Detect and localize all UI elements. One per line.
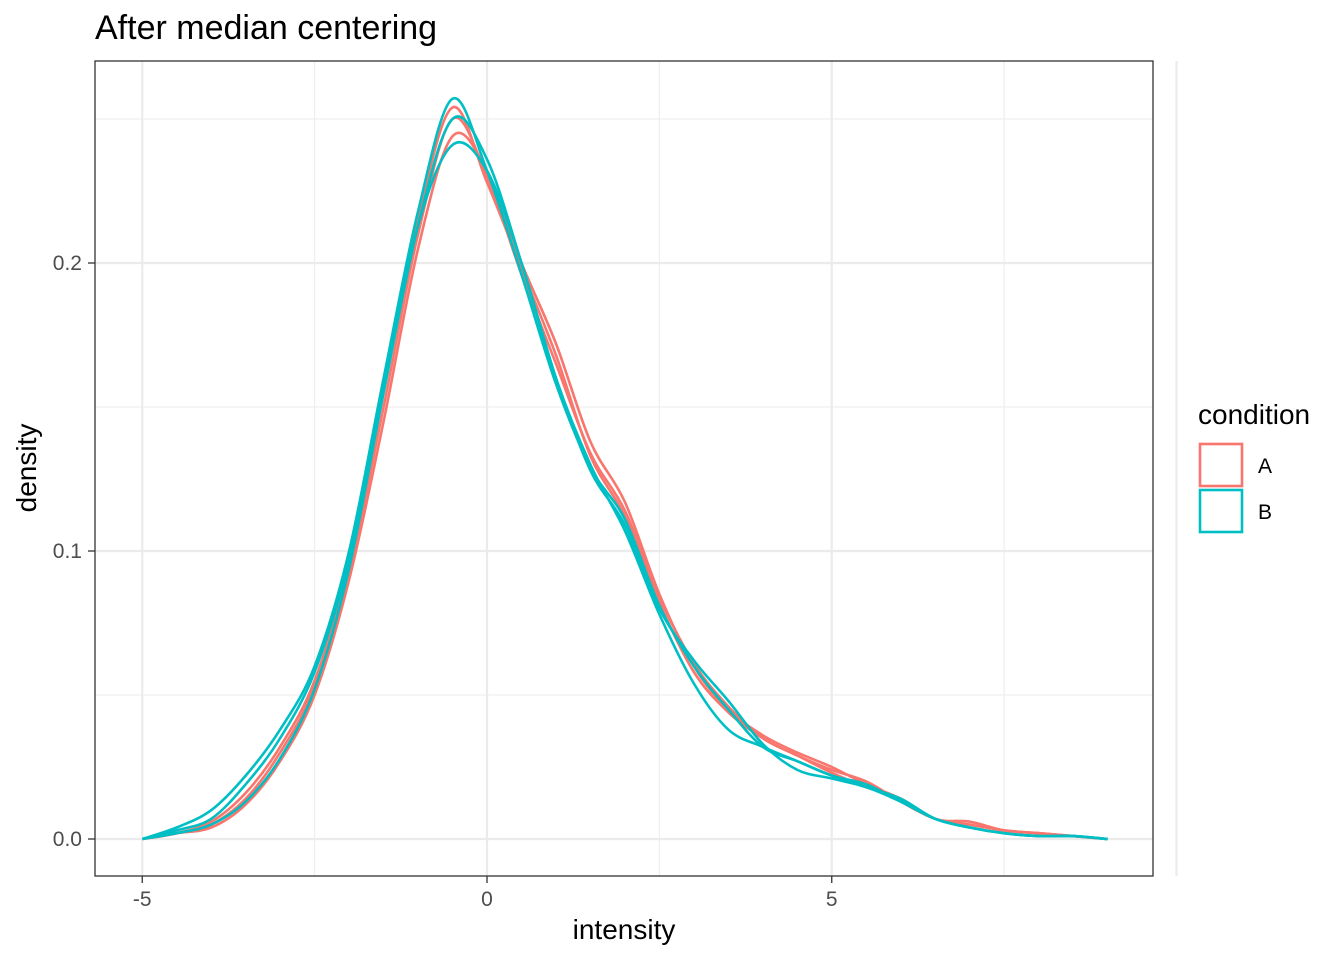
x-tick-label: 5 bbox=[826, 888, 838, 911]
legend-label: A bbox=[1258, 455, 1272, 478]
y-axis: 0.0 0.1 0.2 bbox=[53, 252, 95, 851]
grid-lines bbox=[95, 61, 1178, 876]
legend-title: condition bbox=[1198, 399, 1310, 430]
legend-key bbox=[1198, 488, 1244, 534]
legend-key bbox=[1198, 442, 1244, 488]
x-tick-label: -5 bbox=[133, 888, 152, 911]
y-tick-label: 0.0 bbox=[53, 828, 82, 851]
y-axis-title: density bbox=[11, 424, 42, 513]
y-tick-label: 0.2 bbox=[53, 252, 82, 275]
plot-border bbox=[94, 60, 1154, 877]
legend-label: B bbox=[1258, 501, 1272, 524]
x-axis: -5 0 5 bbox=[133, 876, 838, 911]
chart-title: After median centering bbox=[95, 9, 437, 47]
x-tick-label: 0 bbox=[481, 888, 493, 911]
density-line-b-6 bbox=[142, 115, 1108, 841]
legend: condition AB bbox=[1198, 399, 1310, 534]
series-layer bbox=[141, 97, 1108, 841]
y-tick-label: 0.1 bbox=[53, 540, 82, 563]
legend-item-a: A bbox=[1198, 442, 1272, 488]
x-axis-title: intensity bbox=[573, 914, 676, 945]
legend-item-b: B bbox=[1198, 488, 1272, 534]
plot-panel bbox=[95, 61, 1153, 876]
legend-entries: AB bbox=[1198, 442, 1272, 534]
